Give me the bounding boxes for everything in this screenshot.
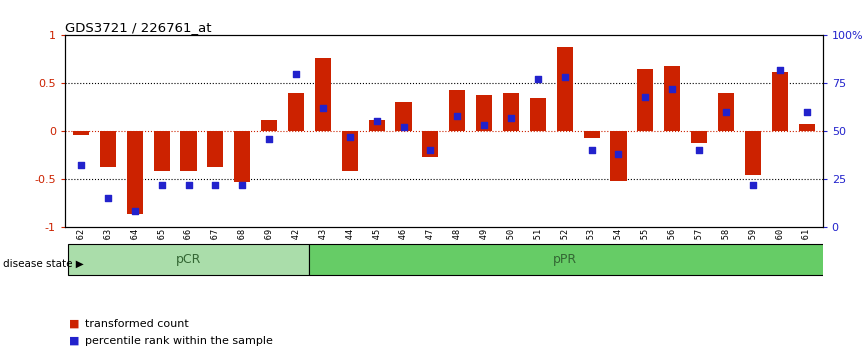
Point — [397, 124, 410, 130]
Point — [799, 109, 813, 115]
Text: percentile rank within the sample: percentile rank within the sample — [85, 336, 273, 346]
Point — [370, 119, 384, 124]
Text: pCR: pCR — [176, 253, 201, 266]
Point — [477, 122, 491, 128]
Bar — [126, 131, 143, 214]
Bar — [315, 58, 331, 131]
Bar — [180, 131, 197, 171]
Point — [692, 147, 706, 153]
Point — [504, 115, 518, 120]
Text: disease state ▶: disease state ▶ — [3, 259, 83, 269]
Bar — [691, 131, 708, 143]
Text: transformed count: transformed count — [85, 319, 189, 329]
Bar — [530, 98, 546, 131]
Bar — [68, 244, 309, 275]
Point — [74, 162, 88, 168]
Bar — [611, 131, 626, 181]
Point — [155, 182, 169, 187]
Bar — [476, 95, 492, 131]
Bar — [449, 90, 465, 131]
Point — [558, 75, 572, 80]
Bar — [584, 131, 599, 138]
Point — [772, 67, 786, 73]
Point — [746, 182, 759, 187]
Bar — [262, 120, 277, 131]
Bar — [718, 93, 734, 131]
Text: pPR: pPR — [553, 253, 577, 266]
Point — [343, 134, 357, 139]
Text: ■: ■ — [69, 319, 80, 329]
Point — [262, 136, 276, 142]
Bar — [396, 102, 411, 131]
Bar — [664, 66, 681, 131]
Point — [450, 113, 464, 119]
Bar — [288, 93, 304, 131]
Point — [638, 94, 652, 99]
Point — [316, 105, 330, 111]
Point — [719, 109, 733, 115]
Bar — [234, 131, 250, 182]
Point — [236, 182, 249, 187]
Point — [585, 147, 598, 153]
Point — [531, 76, 545, 82]
Point — [101, 195, 115, 201]
Bar — [309, 244, 833, 275]
Bar — [637, 69, 654, 131]
Bar — [207, 131, 223, 167]
Bar — [73, 131, 89, 135]
Bar — [100, 131, 116, 167]
Point — [289, 71, 303, 76]
Text: GDS3721 / 226761_at: GDS3721 / 226761_at — [65, 21, 211, 34]
Point — [665, 86, 679, 92]
Bar — [772, 72, 788, 131]
Point — [209, 182, 223, 187]
Bar — [423, 131, 438, 157]
Bar — [503, 93, 519, 131]
Point — [182, 182, 196, 187]
Bar — [557, 47, 572, 131]
Bar — [342, 131, 358, 171]
Point — [128, 209, 142, 214]
Bar — [153, 131, 170, 171]
Text: ■: ■ — [69, 336, 80, 346]
Bar — [745, 131, 761, 175]
Point — [611, 151, 625, 157]
Bar — [369, 120, 385, 131]
Bar — [798, 124, 815, 131]
Point — [423, 147, 437, 153]
